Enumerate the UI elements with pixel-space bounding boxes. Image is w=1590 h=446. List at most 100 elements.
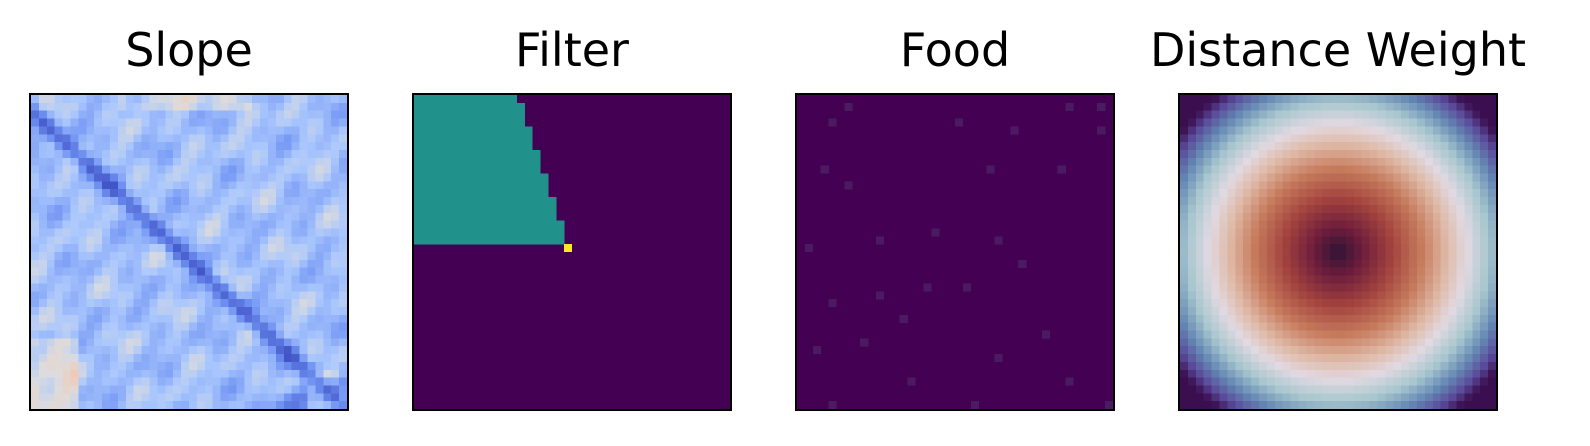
distance-weight-cell (1417, 275, 1426, 284)
filter-cone-cell (445, 220, 454, 229)
slope-cell (252, 118, 261, 127)
slope-cell (299, 291, 308, 300)
distance-weight-cell (1353, 95, 1362, 104)
slope-cell (339, 236, 347, 245)
slope-cell (339, 354, 347, 363)
filter-cone-cell (469, 149, 478, 158)
slope-cell (157, 173, 166, 182)
filter-cone-cell (493, 220, 502, 229)
slope-cell (299, 275, 308, 284)
distance-weight-cell (1274, 228, 1283, 237)
distance-weight-cell (1480, 291, 1489, 300)
slope-cell (323, 393, 332, 402)
slope-cell (102, 95, 111, 104)
slope-cell (220, 252, 229, 261)
distance-weight-cell (1211, 259, 1220, 268)
distance-weight-cell (1345, 220, 1354, 229)
slope-cell (62, 236, 71, 245)
slope-cell (110, 346, 119, 355)
distance-weight-cell (1409, 275, 1418, 284)
slope-cell (339, 212, 347, 221)
distance-weight-cell (1472, 259, 1481, 268)
distance-weight-cell (1251, 377, 1260, 386)
distance-weight-cell (1314, 259, 1323, 268)
distance-weight-cell (1243, 283, 1252, 292)
distance-weight-cell (1361, 173, 1370, 182)
distance-weight-cell (1266, 126, 1275, 135)
slope-cell (181, 236, 190, 245)
distance-weight-cell (1322, 157, 1331, 166)
slope-cell (54, 291, 63, 300)
slope-cell (196, 275, 205, 284)
slope-cell (31, 401, 40, 409)
distance-weight-cell (1385, 401, 1394, 409)
distance-weight-cell (1314, 157, 1323, 166)
slope-cell (339, 314, 347, 323)
distance-weight-cell (1440, 126, 1449, 135)
slope-cell (299, 236, 308, 245)
distance-weight-cell (1448, 267, 1457, 276)
slope-cell (339, 401, 347, 409)
distance-weight-cell (1401, 149, 1410, 158)
distance-weight-cell (1251, 173, 1260, 182)
slope-cell (149, 228, 158, 237)
distance-weight-cell (1227, 134, 1236, 143)
distance-weight-cell (1448, 299, 1457, 308)
distance-weight-cell (1401, 212, 1410, 221)
slope-cell (220, 322, 229, 331)
slope-cell (220, 228, 229, 237)
distance-weight-cell (1282, 361, 1291, 370)
distance-weight-cell (1456, 95, 1465, 104)
slope-cell (196, 322, 205, 331)
distance-weight-cell (1298, 189, 1307, 198)
filter-cone-cell (469, 228, 478, 237)
distance-weight-cell (1448, 377, 1457, 386)
distance-weight-cell (1298, 267, 1307, 276)
filter-cone-cell (493, 189, 502, 198)
distance-weight-cell (1187, 393, 1196, 402)
distance-weight-cell (1456, 197, 1465, 206)
slope-cell (149, 252, 158, 261)
distance-weight-cell (1353, 228, 1362, 237)
distance-weight-cell (1432, 228, 1441, 237)
distance-weight-cell (1338, 110, 1347, 119)
slope-cell (181, 314, 190, 323)
slope-cell (86, 385, 95, 394)
slope-cell (339, 377, 347, 386)
slope-cell (339, 197, 347, 206)
slope-cell (275, 204, 284, 213)
slope-cell (102, 204, 111, 213)
distance-weight-cell (1456, 322, 1465, 331)
slope-cell (189, 189, 198, 198)
distance-weight-cell (1338, 236, 1347, 245)
filter-cone-cell (414, 157, 423, 166)
distance-weight-cell (1472, 306, 1481, 315)
distance-weight-cell (1259, 306, 1268, 315)
distance-weight-cell (1274, 181, 1283, 190)
slope-cell (339, 252, 347, 261)
slope-cell (283, 204, 292, 213)
distance-weight-cell (1472, 330, 1481, 339)
slope-cell (291, 181, 300, 190)
distance-weight-cell (1393, 142, 1402, 151)
slope-cell (189, 165, 198, 174)
slope-cell (315, 102, 324, 111)
distance-weight-cell (1251, 181, 1260, 190)
distance-weight-cell (1432, 314, 1441, 323)
slope-cell (212, 291, 221, 300)
slope-cell (339, 361, 347, 370)
slope-cell (133, 110, 142, 119)
distance-weight-cell (1448, 165, 1457, 174)
slope-cell (268, 149, 277, 158)
distance-weight-cell (1440, 236, 1449, 245)
distance-weight-cell (1235, 228, 1244, 237)
distance-weight-cell (1409, 118, 1418, 127)
distance-weight-cell (1243, 354, 1252, 363)
distance-weight-cell (1290, 283, 1299, 292)
distance-weight-cell (1401, 126, 1410, 135)
distance-weight-cell (1235, 259, 1244, 268)
slope-cell (260, 204, 269, 213)
filter-cone-cell (508, 220, 517, 229)
distance-weight-cell (1211, 236, 1220, 245)
